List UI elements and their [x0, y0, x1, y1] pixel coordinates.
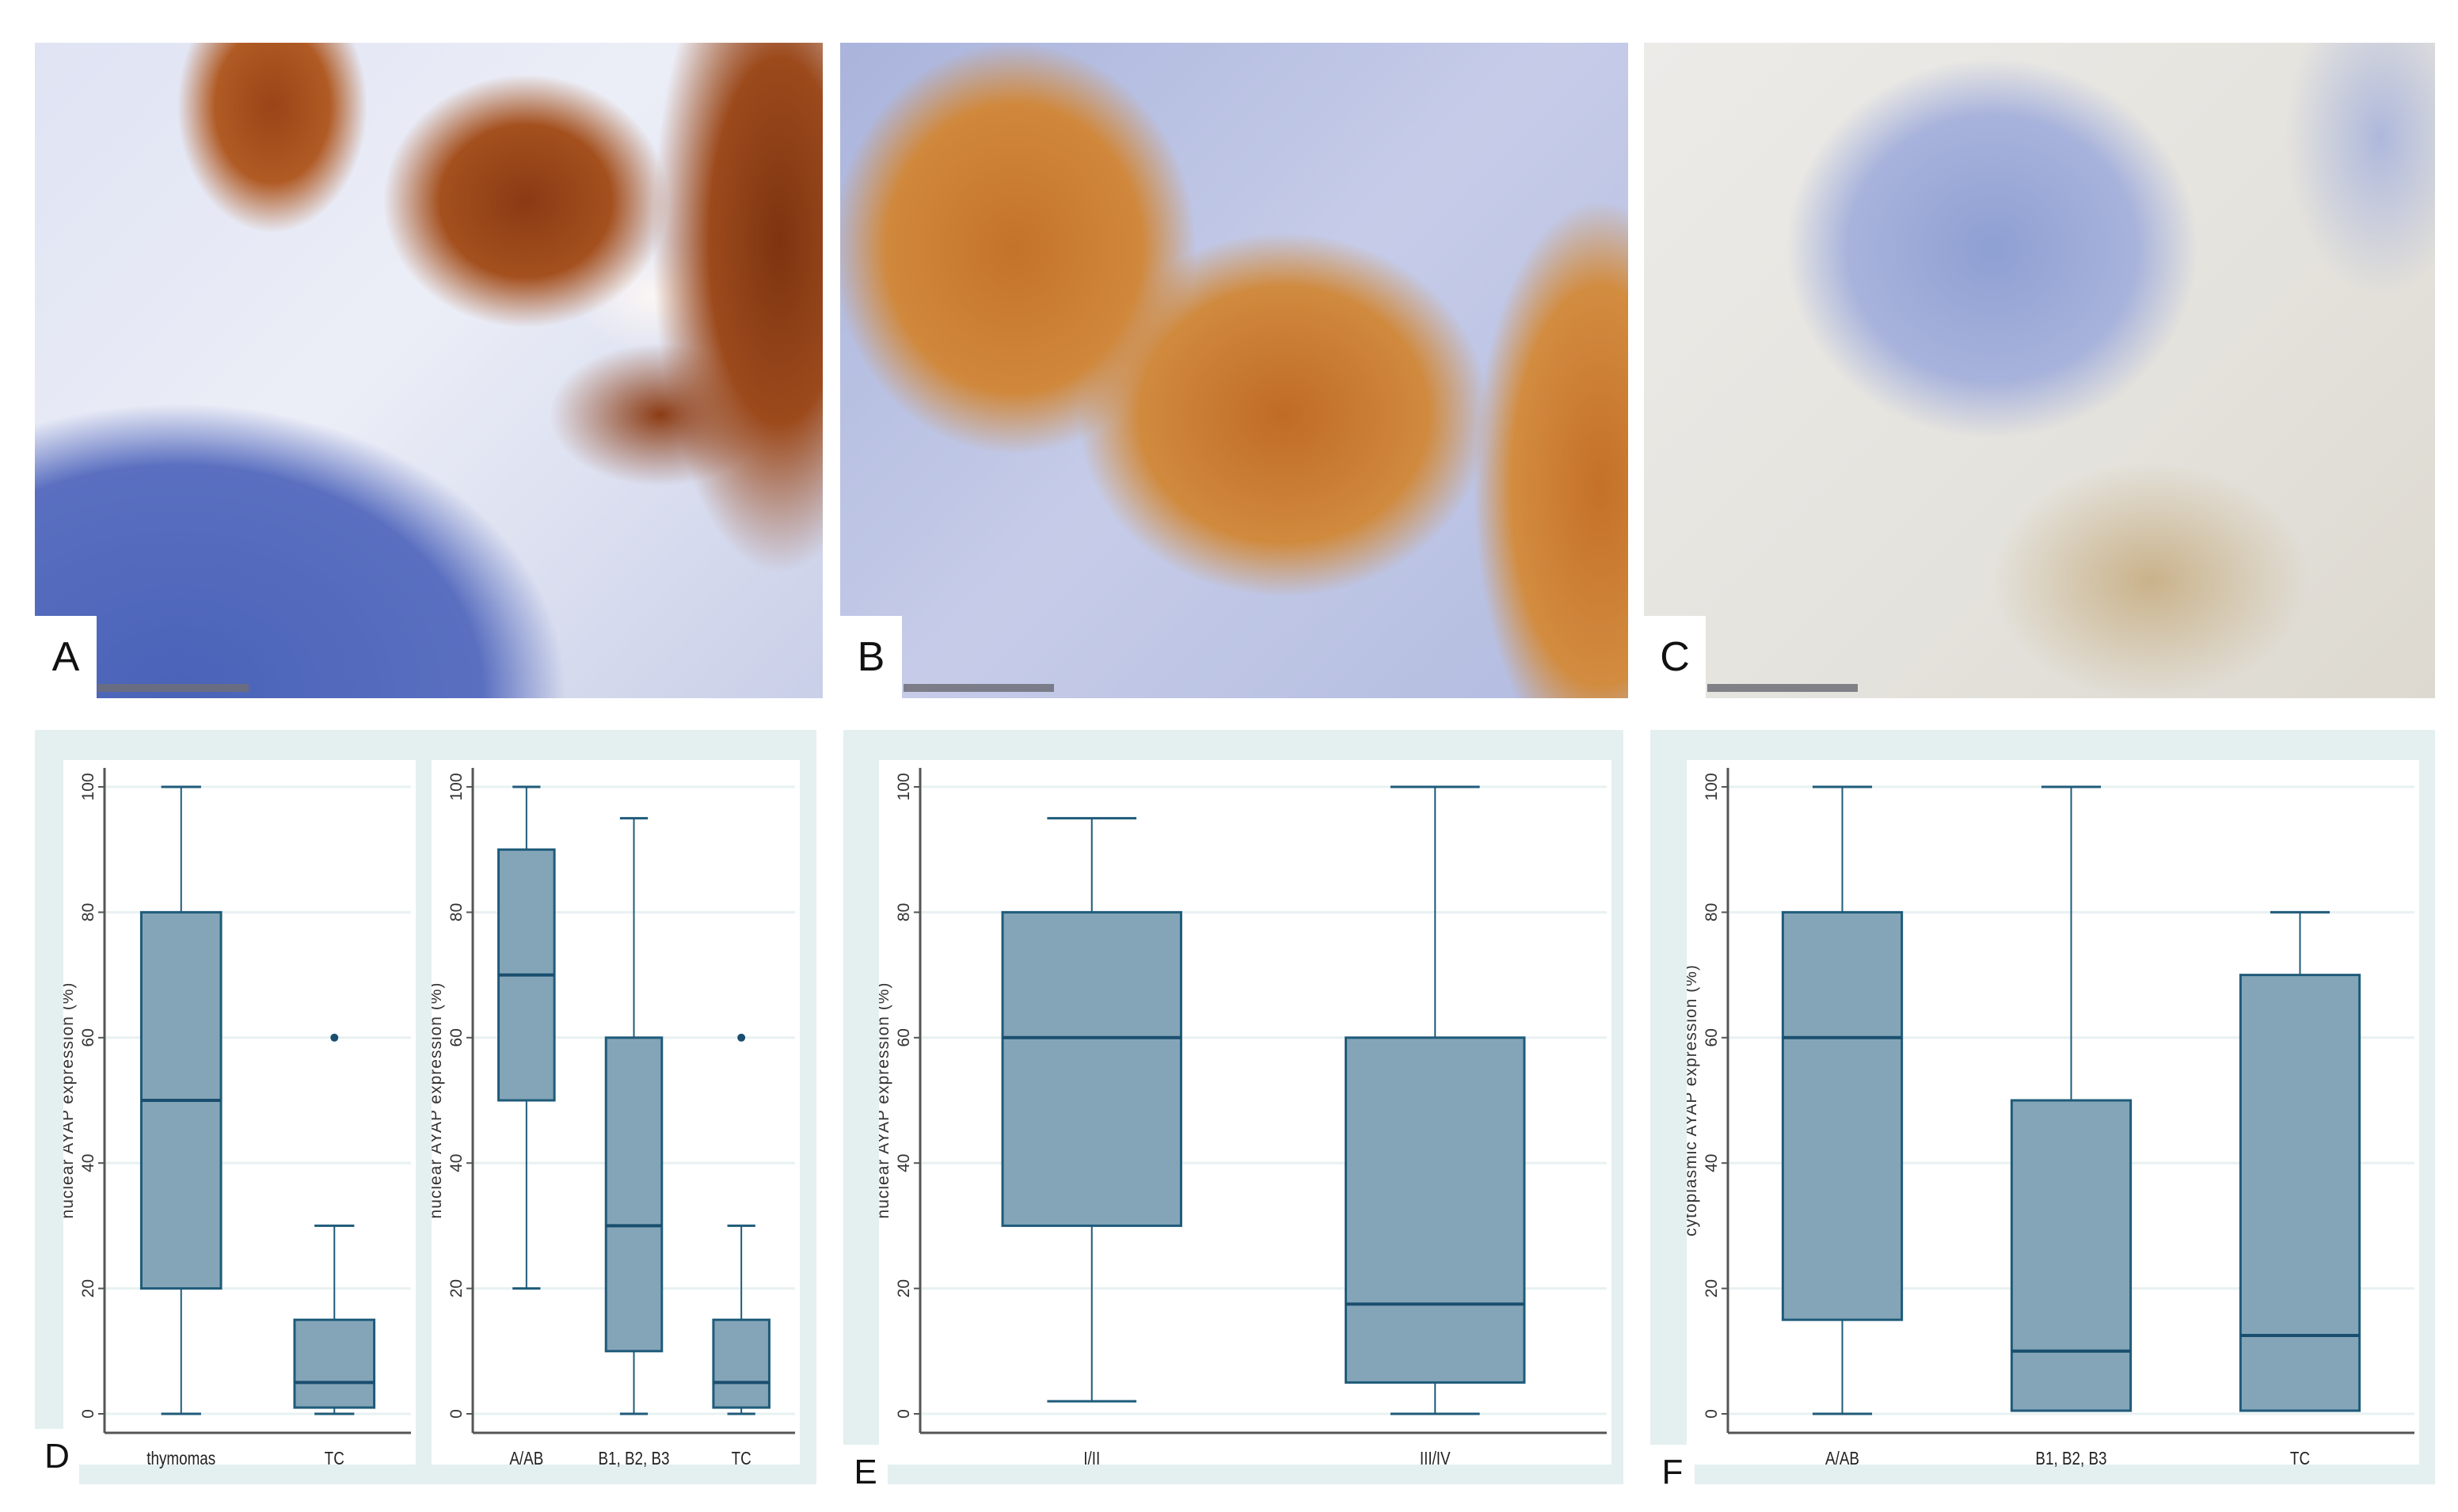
category-label: A/AB [1825, 1449, 1859, 1468]
y-tick-label: 100 [79, 773, 97, 800]
box-tc [712, 1318, 771, 1409]
y-tick-label: 60 [447, 1028, 466, 1047]
y-axis-label: nuclear AYAP expression (%) [432, 982, 445, 1219]
y-tick-label: 0 [447, 1409, 466, 1419]
y-tick-label: 80 [895, 903, 913, 921]
y-tick-label: 60 [895, 1028, 913, 1047]
panel-label-b: B [840, 616, 902, 698]
y-tick-label: 60 [79, 1028, 97, 1047]
y-tick-label: 20 [895, 1279, 913, 1297]
box-tc [2239, 974, 2361, 1412]
y-axis-label: cytoplasmic AYAP expression (%) [1687, 964, 1700, 1237]
panel-label-d: D [35, 1429, 79, 1484]
y-tick-label: 0 [895, 1409, 913, 1419]
scale-bar [904, 684, 1054, 692]
box-i-ii [1001, 910, 1182, 1227]
y-tick-label: 80 [79, 903, 97, 921]
boxplot-f-cytoplasmic: 0 20 40 60 80 100 cytoplasmic AYAP expression … [1687, 760, 2419, 1468]
y-tick-label: 100 [1703, 773, 1721, 800]
y-tick-label: 0 [79, 1409, 97, 1419]
category-label: TC [325, 1449, 344, 1468]
category-label: A/AB [509, 1449, 543, 1468]
y-axis-label: nuclear AYAP expression (%) [879, 982, 892, 1219]
y-tick-label: 40 [1703, 1154, 1721, 1172]
box-b1-b2-b3 [604, 1036, 664, 1353]
y-tick-label: 40 [895, 1154, 913, 1172]
y-axis-label: nuclear AYAP expression (%) [63, 982, 77, 1219]
scale-bar [1707, 684, 1858, 692]
boxplot-d-histology-group: 0 20 40 60 80 100 nuclear AYAP expression (%) t… [63, 760, 416, 1468]
y-tick-label: 20 [1703, 1279, 1721, 1297]
category-label: B1, B2, B3 [598, 1449, 669, 1468]
outlier-point [330, 1033, 339, 1042]
box-b1-b2-b3 [2010, 1099, 2133, 1412]
y-tick-label: 100 [895, 773, 913, 800]
category-label: TC [732, 1449, 751, 1468]
y-tick-label: 80 [1703, 903, 1721, 921]
category-label: thymomas [146, 1449, 215, 1468]
box-iii-iv [1345, 1036, 1526, 1384]
panel-label-c: C [1644, 616, 1706, 698]
scale-bar [98, 684, 249, 692]
micrograph-c: C [1644, 43, 2435, 698]
panel-label-f: F [1650, 1445, 1695, 1500]
y-tick-label: 40 [79, 1154, 97, 1172]
panel-label-a: A [35, 616, 97, 698]
y-tick-label: 100 [447, 773, 466, 800]
y-tick-label: 20 [79, 1279, 97, 1297]
box-tc [293, 1318, 376, 1409]
boxplot-d-who-type: 0 20 40 60 80 100 nuclear AYAP expression (%) A… [432, 760, 800, 1468]
category-label: B1, B2, B3 [2035, 1449, 2106, 1468]
y-tick-label: 60 [1703, 1028, 1721, 1047]
micrograph-a: A [35, 43, 823, 698]
box-a-ab [1781, 910, 1904, 1321]
y-tick-label: 20 [447, 1279, 466, 1297]
y-tick-label: 80 [447, 903, 466, 921]
boxplot-e-stage: 0 20 40 60 80 100 nuclear AYAP expression (%) I… [879, 760, 1611, 1468]
panel-label-e: E [843, 1445, 888, 1500]
micrograph-b: B [840, 43, 1628, 698]
outlier-point [737, 1033, 746, 1042]
category-label: TC [2290, 1449, 2310, 1468]
y-tick-label: 40 [447, 1154, 466, 1172]
y-tick-label: 0 [1703, 1409, 1721, 1419]
category-label: III/IV [1420, 1449, 1451, 1468]
category-label: I/II [1083, 1449, 1100, 1468]
